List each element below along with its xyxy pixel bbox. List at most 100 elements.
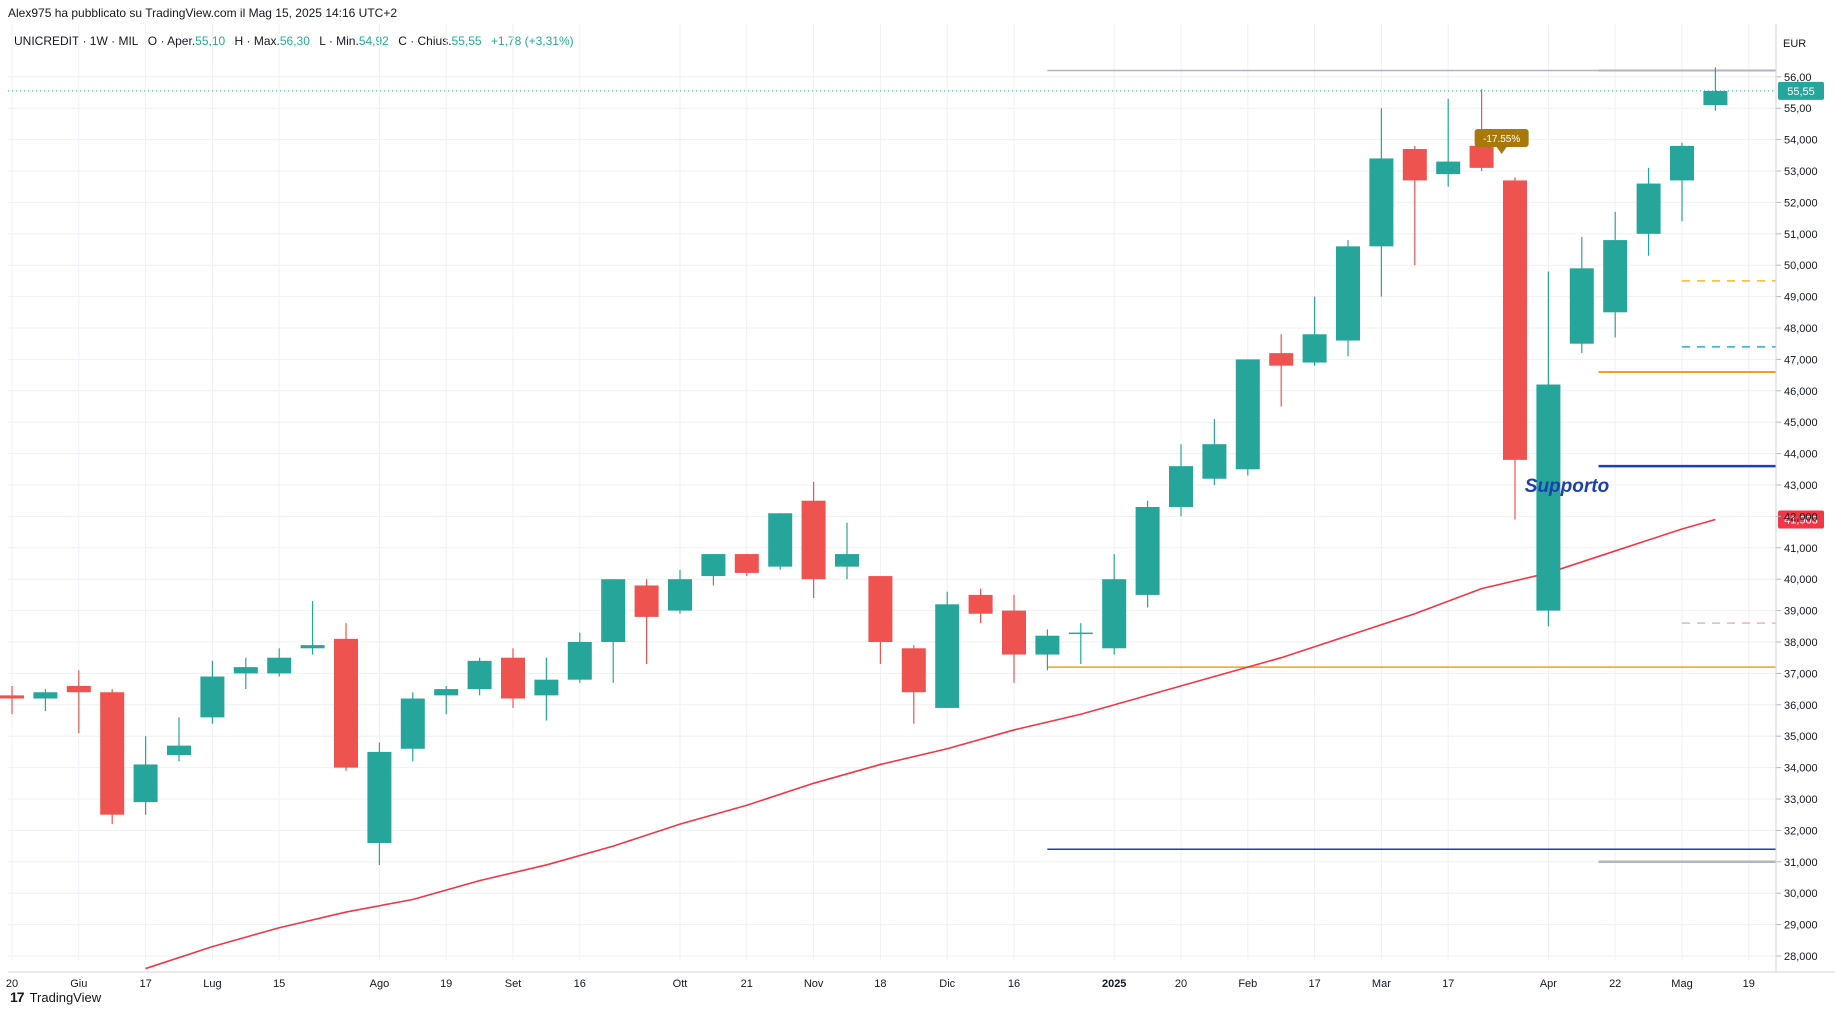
y-tick-label: 41,000 [1784, 543, 1818, 555]
x-tick-label: 17 [1442, 978, 1454, 990]
candle-body [1670, 145, 1694, 181]
y-tick-label: 47,000 [1784, 354, 1818, 366]
x-tick-label: 16 [1008, 978, 1020, 990]
x-tick-label: 21 [741, 978, 753, 990]
publish-credit: Alex975 ha pubblicato su TradingView.com… [8, 6, 398, 20]
y-tick-label: 43,000 [1784, 480, 1818, 492]
candle-body [1469, 145, 1494, 168]
x-tick-label: 2025 [1102, 978, 1126, 990]
y-tick-label: 40,000 [1784, 574, 1818, 586]
open-label: O · Aper. [147, 34, 196, 48]
candle-body [935, 604, 960, 708]
annotations: -17.55% Supporto 55,55 41,903 [1474, 81, 1824, 529]
candle-body [1636, 183, 1661, 234]
candle-body [835, 554, 859, 567]
change-badge [1474, 129, 1529, 148]
candle-body [133, 764, 158, 803]
x-tick-label: Feb [1238, 978, 1257, 990]
moving-average [145, 518, 1716, 970]
y-tick-label: 45,000 [1784, 417, 1818, 429]
x-tick-label: 16 [574, 978, 586, 990]
candle-body [367, 751, 392, 843]
candle-body [634, 585, 659, 617]
symbol-name[interactable]: UNICREDIT · 1W · MIL [14, 34, 139, 48]
candle-body [1436, 161, 1461, 175]
candle-body [1035, 635, 1060, 655]
y-tick-label: 31,000 [1784, 857, 1818, 869]
candle-body [1302, 334, 1327, 363]
x-tick-label: Apr [1540, 978, 1557, 990]
drawn-levels [8, 69, 1776, 864]
x-tick-label: 19 [1743, 978, 1755, 990]
low-value: 54,92 [358, 34, 389, 48]
y-tick-label: 30,000 [1784, 888, 1818, 900]
x-tick-label: 17 [1308, 978, 1320, 990]
y-tick-label: 36,000 [1784, 700, 1818, 712]
x-tick-label: Ott [673, 978, 688, 990]
candle-body [801, 500, 826, 580]
candle-body [534, 679, 559, 696]
candle-body [1068, 632, 1093, 635]
candle-body [1002, 610, 1026, 655]
x-tick-label: 17 [139, 978, 151, 990]
x-tick-label: Ago [370, 978, 390, 990]
y-tick-label: 28,000 [1784, 951, 1818, 963]
x-tick-label: Lug [203, 978, 221, 990]
open-value: 55,10 [195, 34, 226, 48]
y-tick-label: 56,00 [1784, 72, 1812, 84]
candle-body [267, 657, 292, 674]
x-tick-label: Mar [1372, 978, 1391, 990]
candle-body [734, 554, 759, 573]
y-tick-label: 42,000 [1784, 511, 1818, 523]
y-tick-label: 53,000 [1784, 166, 1818, 178]
y-tick-label: 46,000 [1784, 386, 1818, 398]
candle-body [300, 645, 325, 649]
x-tick-label: 20 [6, 978, 18, 990]
tradingview-logo: 17 [10, 989, 25, 1005]
candle-body [1503, 180, 1527, 460]
candle-body [1235, 359, 1260, 470]
y-tick-label: 50,000 [1784, 260, 1818, 272]
x-tick-label: Set [505, 978, 522, 990]
candle-body [467, 660, 492, 690]
change-value: +1,78 (+3,31%) [490, 34, 574, 48]
y-tick-label: 34,000 [1784, 763, 1818, 775]
candle-body [701, 554, 726, 577]
candle-body [901, 648, 926, 693]
candle-body [1402, 149, 1427, 181]
candle-body [167, 745, 191, 756]
y-tick-label: 55,00 [1784, 103, 1812, 115]
candle-body [334, 638, 358, 768]
y-tick-label: 38,000 [1784, 637, 1818, 649]
support-label: Supporto [1525, 476, 1609, 497]
candle-body [33, 692, 58, 699]
y-tick-label: 44,000 [1784, 449, 1818, 461]
tradingview-brand[interactable]: 17 TradingView [10, 989, 101, 1005]
candle-body [434, 689, 459, 696]
price-label-box [1778, 510, 1824, 529]
x-tick-label: Dic [939, 978, 955, 990]
price-label-box [1778, 81, 1824, 100]
candle-body [1369, 158, 1394, 247]
candle-body [868, 576, 893, 642]
candle-body [100, 692, 125, 815]
currency-label[interactable]: EUR [1783, 38, 1807, 50]
candle-body [233, 667, 258, 674]
x-tick-label: 22 [1609, 978, 1621, 990]
candle-body [1569, 268, 1594, 344]
y-tick-label: 33,000 [1784, 794, 1818, 806]
y-tick-label: 48,000 [1784, 323, 1818, 335]
candle-body [968, 594, 993, 614]
y-tick-label: 49,000 [1784, 292, 1818, 304]
y-tick-label: 37,000 [1784, 668, 1818, 680]
x-tick-label: 19 [440, 978, 452, 990]
low-label: L · Min. [319, 34, 359, 48]
y-tick-label: 35,000 [1784, 731, 1818, 743]
x-tick-label: 15 [273, 978, 285, 990]
y-tick-label: 32,000 [1784, 825, 1818, 837]
y-tick-label: 39,000 [1784, 606, 1818, 618]
candle-body [1102, 579, 1127, 649]
close-label: C · Chius. [398, 34, 452, 48]
brand-label: TradingView [29, 989, 102, 1005]
